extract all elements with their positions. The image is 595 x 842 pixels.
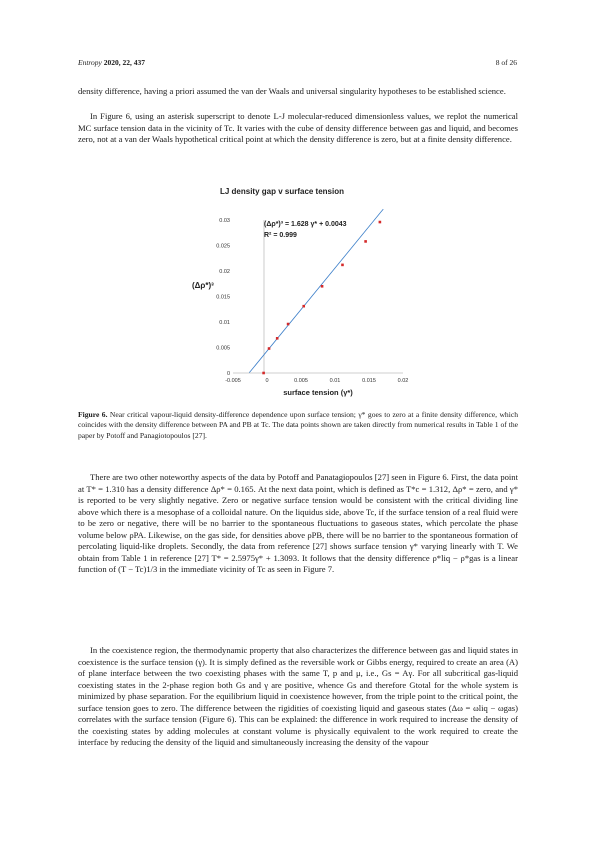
paragraph-1: density difference, having a priori assu… (78, 86, 506, 96)
data-point (341, 263, 344, 267)
caption-text: Near critical vapour-liquid density-diff… (78, 410, 518, 440)
y-tick-label: 0.005 (216, 346, 230, 352)
x-tick-label: 0.02 (398, 378, 409, 384)
data-point (267, 347, 271, 350)
data-point (364, 240, 367, 243)
y-tick-labels: 0 0.005 0.01 0.015 0.02 0.025 0.03 (216, 218, 230, 377)
running-header-journal: Entropy 2020, 22, 437 (78, 58, 145, 67)
data-point (378, 220, 382, 224)
fit-equation: (Δρ*)³ = 1.628 γ* + 0.0043 (264, 221, 347, 228)
journal-volume: 2020, 22, 437 (103, 58, 146, 67)
paragraph-4: In the coexistence region, the thermodyn… (78, 645, 518, 748)
data-point (320, 285, 324, 288)
x-tick-label: 0.005 (294, 378, 308, 384)
x-tick-label: 0.01 (330, 378, 341, 384)
data-point (262, 371, 265, 375)
r-squared: R² = 0.999 (264, 232, 297, 239)
y-tick-label: 0.03 (219, 218, 230, 224)
x-tick-label: 0 (265, 378, 268, 384)
data-point (302, 304, 306, 308)
trendline (249, 208, 384, 373)
y-tick-label: 0.025 (216, 244, 230, 250)
chart-title: LJ density gap v surface tension (220, 187, 344, 196)
paragraph-2: In Figure 6, using an asterisk superscri… (78, 111, 518, 145)
data-point (286, 322, 290, 326)
data-points (262, 220, 382, 375)
density-gap-chart: LJ density gap v surface tension -0.005 0… (192, 187, 408, 397)
x-tick-label: -0.005 (225, 378, 241, 384)
page-number: 8 of 26 (495, 58, 517, 67)
data-point (275, 337, 279, 340)
x-axis-label: surface tension (γ*) (283, 388, 353, 397)
y-tick-label: 0.015 (216, 295, 230, 301)
y-axis-label: (Δρ*)³ (192, 281, 214, 290)
figure-caption: Figure 6. Near critical vapour-liquid de… (78, 410, 518, 441)
paragraph-3: There are two other noteworthy aspects o… (78, 472, 518, 575)
journal-name: Entropy (78, 58, 102, 67)
y-tick-label: 0 (227, 371, 230, 377)
caption-label: Figure 6. (78, 410, 108, 419)
y-tick-label: 0.02 (219, 269, 230, 275)
y-tick-label: 0.01 (219, 320, 230, 326)
x-tick-labels: -0.005 0 0.005 0.01 0.015 0.02 (225, 378, 408, 384)
x-tick-label: 0.015 (362, 378, 376, 384)
